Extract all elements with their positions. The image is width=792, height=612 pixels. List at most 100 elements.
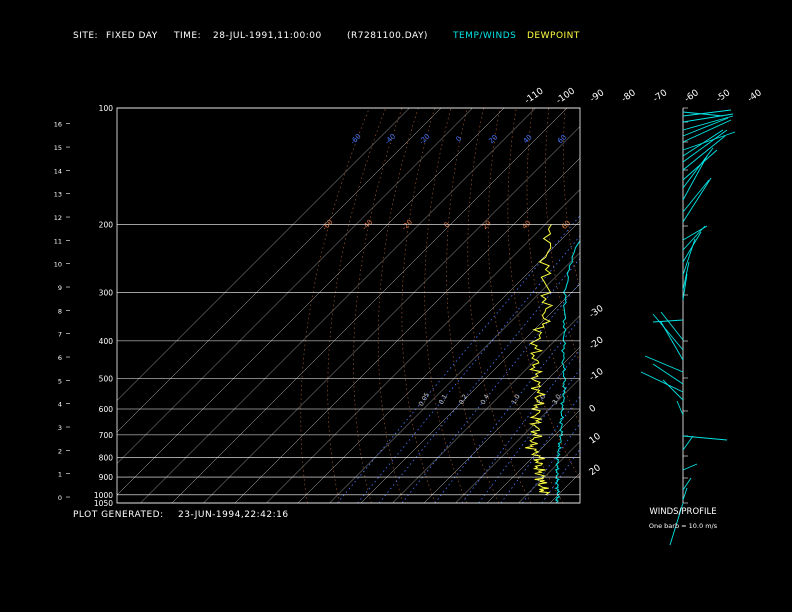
pressure-tick-label: 100 [99,104,114,113]
wind-barb [682,177,712,223]
wind-barb [682,487,688,501]
adiabat-label: -40 [361,218,375,232]
isotherm-line [117,108,410,401]
wind-barb [682,477,692,491]
wind-barb [682,131,736,151]
wind-barb [682,238,696,276]
pressure-tick-label: 800 [99,453,114,462]
mixing-ratio-line [357,235,580,503]
isotherm-right-label: 10 [588,431,603,446]
wind-barb [682,135,726,171]
wind-barb [660,311,684,341]
isotherm-top-label: -40 [746,88,764,105]
dry-adiabat [401,108,436,503]
height-tick-label: 6 [58,354,62,362]
dry-adiabat [679,108,792,503]
mixing-ratio-label: 0.05 [417,391,431,408]
site-value: FIXED DAY [106,31,158,41]
isotherm-line [518,441,580,503]
mixing-ratio-line [500,395,580,503]
wind-barb [682,261,690,291]
legend-temp: TEMP/WINDS [453,31,517,41]
isotherm-top-label: -100 [555,86,578,106]
dry-adiabat [696,108,792,503]
isotherm-right-label: 0 [588,403,599,415]
dry-adiabat [614,108,787,503]
pressure-tick-label: 600 [99,405,114,414]
isotherm-line [140,108,536,503]
mixing-ratio-line [337,215,580,503]
adiabat-label: 40 [522,133,534,145]
wind-barb [682,273,688,301]
isotherm-line [486,409,580,503]
wind-barb [682,111,724,117]
isotherm-line [360,283,580,503]
height-tick-label: 5 [58,377,62,385]
height-tick-label: 2 [58,447,62,455]
adiabat-label: 40 [521,219,533,231]
height-tick-label: 15 [54,144,62,152]
isotherm-line [392,315,580,503]
wind-barb [682,129,728,163]
isotherm-right-label: -10 [588,367,606,384]
height-tick-label: 3 [58,424,62,432]
isotherm-top-label: -110 [523,86,546,106]
dry-adiabat [300,108,370,503]
dry-adiabat [526,108,580,425]
pressure-tick-label: 1000 [94,491,113,500]
wind-barb [640,371,684,393]
mixing-ratio-line [522,422,580,503]
wind-barb [652,363,684,385]
pressure-tick-label: 1050 [94,499,113,508]
isotherm-line [549,472,580,503]
wind-barb [676,400,684,416]
dry-adiabat [630,108,792,503]
pressure-tick-label: 500 [99,374,114,383]
isotherm-line [266,189,580,503]
adiabat-label: 0 [455,135,464,144]
height-tick-label: 16 [54,121,62,129]
wind-barb [660,321,684,361]
dry-adiabat [663,108,792,503]
wind-barb [682,113,734,123]
height-tick-label: 8 [58,307,62,315]
wind-profile-title: WINDS/PROFILE [649,507,716,517]
legend-dewpoint: DEWPOINT [527,31,580,41]
isotherm-top-label: -60 [683,88,701,105]
mixing-ratio-line [378,257,580,503]
dry-adiabat [728,108,792,503]
temperature-trace [554,240,580,503]
dry-adiabat [507,108,580,480]
dry-adiabat [581,108,723,503]
height-tick-label: 10 [54,261,62,269]
height-tick-label: 14 [54,167,62,175]
wind-barb [644,355,684,373]
isotherm-line [423,346,580,503]
mixing-ratio-line [541,448,580,503]
isotherm-top-label: -80 [620,88,638,105]
wind-barb [682,119,732,143]
dry-adiabat [545,108,580,364]
site-label: SITE: [73,31,99,41]
mixing-ratio-line [478,368,580,503]
adiabat-label: 20 [487,133,499,145]
mixing-ratio-line [461,349,580,503]
wind-barb [682,115,734,131]
pressure-tick-label: 900 [99,473,114,482]
mixing-ratio-label: 0.4 [479,393,491,406]
isotherm-line [455,378,580,503]
dry-adiabat [712,108,792,503]
height-tick-label: 7 [58,331,62,339]
wind-barb [682,435,728,441]
dry-adiabat [563,108,580,290]
wind-barb [652,313,684,351]
height-tick-label: 4 [58,401,62,409]
adiabat-label: 60 [560,219,572,231]
isotherm-line [203,126,580,503]
wind-barb [682,463,698,471]
adiabat-label: -60 [349,132,363,146]
isotherm-line [613,108,792,503]
height-tick-label: 9 [58,284,62,292]
plot-generated-value: 23-JUN-1994,22:42:16 [178,510,289,520]
